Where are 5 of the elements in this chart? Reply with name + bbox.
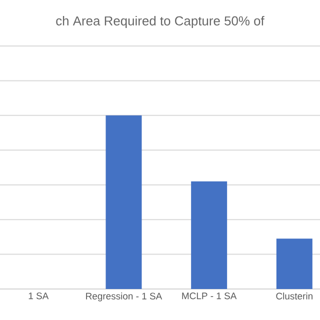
x-tick-label: Clusterin bbox=[276, 292, 312, 300]
chart-title: ch Area Required to Capture 50% of bbox=[56, 16, 264, 28]
x-tick-label: MCLP - 1 SA bbox=[182, 292, 237, 300]
x-tick-label: 1 SA bbox=[28, 292, 49, 300]
x-tick-label: Regression - 1 SA bbox=[86, 292, 162, 302]
